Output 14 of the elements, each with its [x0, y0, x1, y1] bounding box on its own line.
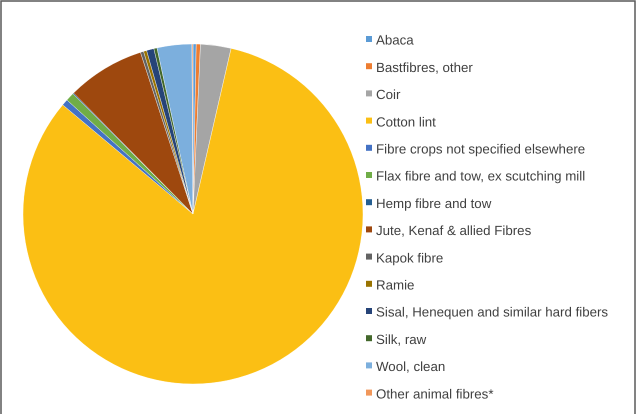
legend-label: Flax fibre and tow, ex scutching mill [376, 168, 586, 184]
legend-label: Jute, Kenaf & allied Fibres [376, 223, 532, 238]
legend-label: Sisal, Henequen and similar hard fibers [376, 304, 608, 320]
legend-label: Other animal fibres* [376, 386, 494, 402]
legend-label: Silk, raw [376, 332, 427, 347]
legend-label: Kapok fibre [376, 250, 444, 266]
legend-label: Hemp fibre and tow [376, 196, 492, 211]
legend-label: Abaca [376, 32, 414, 48]
legend-label: Coir [376, 87, 401, 102]
legend-label: Bastfibres, other [376, 60, 474, 75]
legend-label: Ramie [376, 277, 414, 292]
legend-label: Wool, clean [376, 359, 446, 374]
legend-label: Cotton lint [376, 114, 436, 130]
legend-label: Fibre crops not specified elsewhere [376, 141, 586, 156]
